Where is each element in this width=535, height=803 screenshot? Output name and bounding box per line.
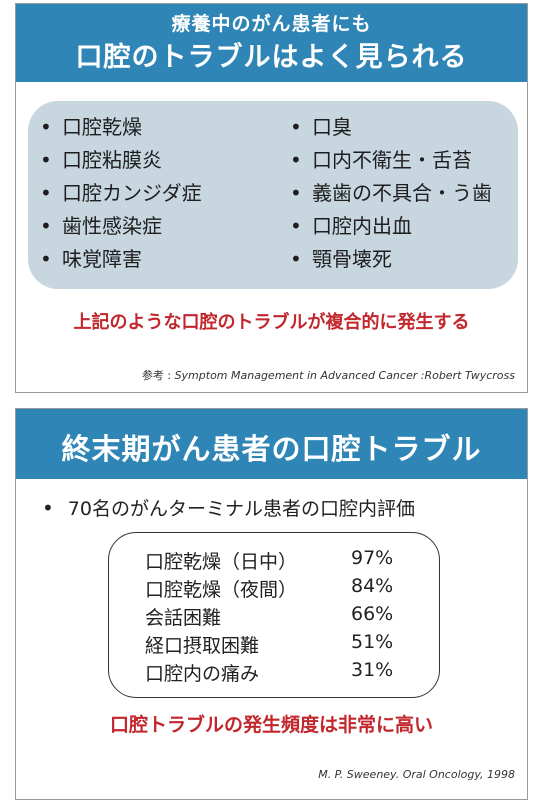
list-item: • 歯性感染症 xyxy=(40,210,202,243)
reference-prefix: 参考 : xyxy=(141,369,172,382)
conclusion-text: 口腔トラブルの発生頻度は非常に高い xyxy=(109,714,433,736)
list-item-label: 顎骨壊死 xyxy=(312,247,392,271)
intro-bullet: • 70名のがんターミナル患者の口腔内評価 xyxy=(42,492,415,525)
list-item-label: 歯性感染症 xyxy=(62,214,162,238)
bullet-icon: • xyxy=(290,181,302,205)
bullet-icon: • xyxy=(40,214,52,238)
slide-terminal-oral-troubles: 終末期がん患者の口腔トラブル • 70名のがんターミナル患者の口腔内評価 口腔乾燥… xyxy=(15,408,528,800)
bullet-icon: • xyxy=(290,148,302,172)
list-item-label: 口腔カンジダ症 xyxy=(62,181,202,205)
list-item-label: 口臭 xyxy=(312,115,352,139)
list-item: • 顎骨壊死 xyxy=(290,243,492,276)
slide-oral-troubles: 療養中のがん患者にも 口腔のトラブルはよく見られる • 口腔乾燥 • 口腔粘膜炎 •… xyxy=(15,3,528,393)
slide-header: 療養中のがん患者にも 口腔のトラブルはよく見られる xyxy=(16,4,527,82)
stat-value: 84% xyxy=(351,575,394,597)
reference-text: Symptom Management in Advanced Cancer :R… xyxy=(174,369,515,382)
stat-row: 経口摂取困難 51% xyxy=(109,631,439,659)
stat-value: 51% xyxy=(351,631,394,653)
troubles-panel: • 口腔乾燥 • 口腔粘膜炎 • 口腔カンジダ症 • 歯性感染症 • 味覚障害 • 口臭 •… xyxy=(28,101,518,289)
slide-title: 終末期がん患者の口腔トラブル xyxy=(61,432,482,466)
stat-row: 口腔乾燥（日中） 97% xyxy=(109,547,439,575)
stat-row: 口腔乾燥（夜間） 84% xyxy=(109,575,439,603)
stat-value: 66% xyxy=(351,603,394,625)
list-item: • 口腔乾燥 xyxy=(40,111,202,144)
reference-citation: 参考 : Symptom Management in Advanced Canc… xyxy=(142,367,515,383)
stat-row: 会話困難 66% xyxy=(109,603,439,631)
stats-box: 口腔乾燥（日中） 97% 口腔乾燥（夜間） 84% 会話困難 66% 経口摂取困… xyxy=(108,532,440,698)
stat-value: 31% xyxy=(351,659,394,681)
stat-label: 口腔内の痛み xyxy=(145,663,260,685)
stat-label: 口腔乾燥（夜間） xyxy=(145,579,298,601)
bullet-icon: • xyxy=(40,148,52,172)
slide-header: 終末期がん患者の口腔トラブル xyxy=(16,409,527,479)
troubles-list-right: • 口臭 • 口内不衛生・舌苔 • 義歯の不具合・う歯 • 口腔内出血 • 顎骨壊死 xyxy=(290,111,492,276)
bullet-icon: • xyxy=(40,247,52,271)
list-item: • 義歯の不具合・う歯 xyxy=(290,177,492,210)
list-item: • 口内不衛生・舌苔 xyxy=(290,144,492,177)
stat-value: 97% xyxy=(351,547,394,569)
list-item-label: 義歯の不具合・う歯 xyxy=(312,181,492,205)
bullet-icon: • xyxy=(290,247,302,271)
stat-label: 経口摂取困難 xyxy=(145,635,260,657)
stat-label: 会話困難 xyxy=(145,607,222,629)
bullet-icon: • xyxy=(42,496,54,520)
bullet-icon: • xyxy=(290,214,302,238)
list-item: • 口腔粘膜炎 xyxy=(40,144,202,177)
troubles-list-left: • 口腔乾燥 • 口腔粘膜炎 • 口腔カンジダ症 • 歯性感染症 • 味覚障害 xyxy=(40,111,202,276)
list-item: • 口腔カンジダ症 xyxy=(40,177,202,210)
list-item-label: 口腔内出血 xyxy=(312,214,412,238)
list-item: • 口臭 xyxy=(290,111,492,144)
list-item-label: 口腔粘膜炎 xyxy=(62,148,162,172)
bullet-icon: • xyxy=(290,115,302,139)
bullet-icon: • xyxy=(40,181,52,205)
list-item: • 味覚障害 xyxy=(40,243,202,276)
list-item-label: 味覚障害 xyxy=(62,247,142,271)
reference-text: M. P. Sweeney. Oral Oncology, 1998 xyxy=(318,768,515,781)
intro-text: 70名のがんターミナル患者の口腔内評価 xyxy=(67,498,415,520)
stat-label: 口腔乾燥（日中） xyxy=(145,551,298,573)
conclusion-text: 上記のような口腔のトラブルが複合的に発生する xyxy=(73,312,470,333)
reference-citation: M. P. Sweeney. Oral Oncology, 1998 xyxy=(318,768,515,781)
list-item-label: 口内不衛生・舌苔 xyxy=(312,148,472,172)
bullet-icon: • xyxy=(40,115,52,139)
list-item: • 口腔内出血 xyxy=(290,210,492,243)
slide-title: 口腔のトラブルはよく見られる xyxy=(75,42,468,73)
list-item-label: 口腔乾燥 xyxy=(62,115,142,139)
stat-row: 口腔内の痛み 31% xyxy=(109,659,439,687)
slide-subtitle: 療養中のがん患者にも xyxy=(171,13,372,35)
